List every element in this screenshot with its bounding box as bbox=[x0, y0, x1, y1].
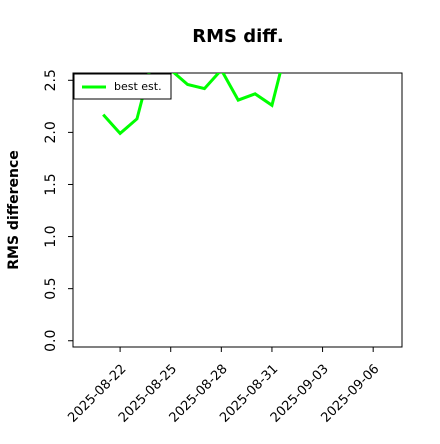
legend-label: best est. bbox=[114, 80, 162, 93]
data-line bbox=[102, 73, 282, 136]
y-axis-label: RMS difference bbox=[6, 150, 22, 270]
y-tick-label: 2.0 bbox=[43, 121, 59, 143]
y-tick-label: 1.0 bbox=[43, 225, 59, 247]
plot-area bbox=[102, 73, 282, 136]
chart-title: RMS diff. bbox=[192, 26, 283, 47]
y-tick-label: 2.5 bbox=[43, 69, 59, 91]
y-tick-label: 0.5 bbox=[43, 278, 59, 300]
y-tick-label: 0.0 bbox=[43, 330, 59, 352]
y-tick-label: 1.5 bbox=[43, 173, 59, 195]
plot-frame bbox=[72, 72, 403, 348]
